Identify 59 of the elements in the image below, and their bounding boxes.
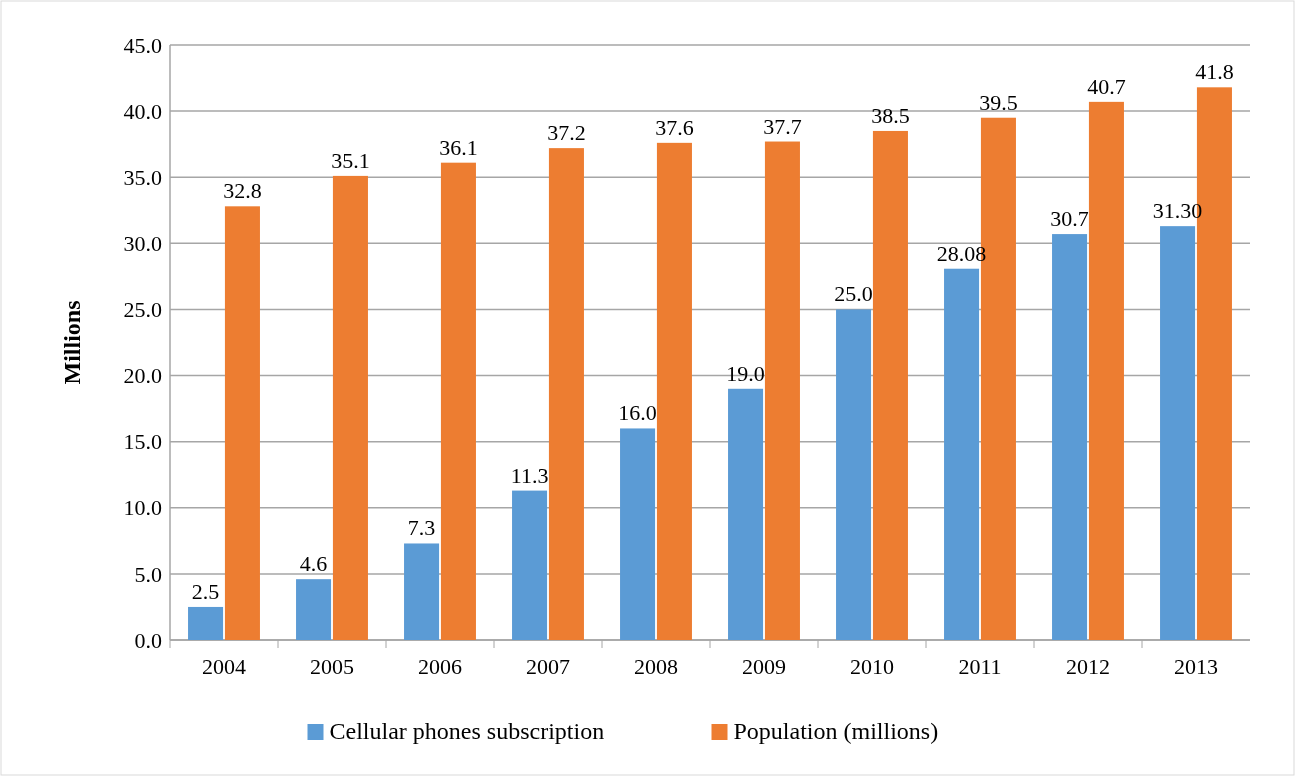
y-tick-label: 35.0 <box>123 164 162 190</box>
data-label: 37.7 <box>763 113 802 139</box>
x-tick-label: 2007 <box>526 654 570 679</box>
data-label: 32.8 <box>223 178 262 204</box>
y-tick-label: 5.0 <box>134 561 162 587</box>
bar <box>872 130 908 640</box>
bar <box>944 268 980 640</box>
bar <box>404 543 440 640</box>
x-tick-label: 2012 <box>1066 654 1110 679</box>
bar <box>764 141 800 640</box>
bar <box>188 606 224 640</box>
data-label: 36.1 <box>439 134 478 160</box>
bar <box>440 162 476 640</box>
data-label: 16.0 <box>618 400 657 426</box>
x-tick-label: 2011 <box>958 654 1002 679</box>
x-tick-label: 2008 <box>634 654 678 679</box>
bar <box>656 142 692 640</box>
x-tick-label: 2006 <box>418 654 462 679</box>
y-tick-label: 40.0 <box>123 98 162 124</box>
data-label: 37.6 <box>655 114 694 140</box>
y-tick-label: 0.0 <box>134 627 162 653</box>
bar <box>1088 101 1124 640</box>
data-label: 11.3 <box>510 462 549 488</box>
data-label: 37.2 <box>547 120 586 146</box>
y-tick-label: 45.0 <box>123 32 162 58</box>
x-tick-label: 2005 <box>310 654 354 679</box>
data-label: 4.6 <box>299 551 328 577</box>
bar <box>836 309 872 640</box>
bar <box>1052 234 1088 640</box>
x-tick-label: 2009 <box>742 654 786 679</box>
legend-label: Population (millions) <box>733 718 939 744</box>
data-label: 25.0 <box>834 281 873 307</box>
data-label: 41.8 <box>1195 59 1234 85</box>
data-label: 2.5 <box>191 578 220 604</box>
bar <box>728 388 764 640</box>
y-tick-label: 25.0 <box>123 297 162 323</box>
bar <box>620 428 656 640</box>
data-label: 40.7 <box>1087 73 1126 99</box>
x-tick-label: 2010 <box>850 654 894 679</box>
data-label: 38.5 <box>871 102 910 128</box>
data-label: 39.5 <box>979 89 1018 115</box>
bar <box>1160 226 1196 640</box>
y-tick-label: 20.0 <box>123 363 162 389</box>
bar <box>296 579 332 640</box>
y-tick-label: 10.0 <box>123 495 162 521</box>
data-label: 7.3 <box>407 515 436 541</box>
data-label: 35.1 <box>331 147 370 173</box>
data-label: 19.0 <box>726 360 765 386</box>
bar <box>548 148 584 640</box>
y-tick-label: 15.0 <box>123 429 162 455</box>
y-axis-title: Millions <box>59 300 85 385</box>
x-tick-label: 2013 <box>1174 654 1218 679</box>
bar <box>332 175 368 640</box>
y-tick-label: 30.0 <box>123 231 162 257</box>
bar <box>512 490 548 640</box>
x-tick-label: 2004 <box>202 654 246 679</box>
bar <box>224 206 260 640</box>
legend-label: Cellular phones subscription <box>329 718 605 744</box>
data-label: 30.7 <box>1050 206 1089 232</box>
